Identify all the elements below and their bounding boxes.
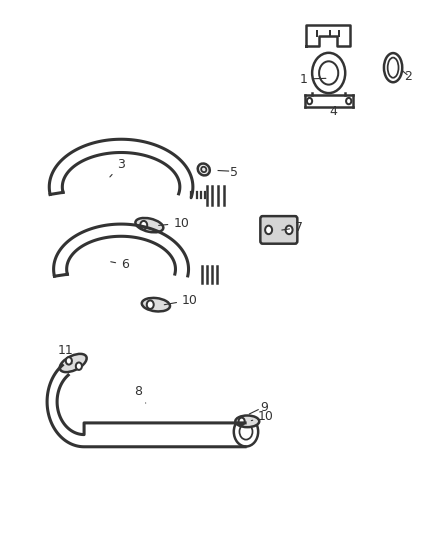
Text: 3: 3 [110, 158, 124, 177]
Text: 10: 10 [251, 410, 274, 423]
Circle shape [140, 221, 147, 229]
Circle shape [239, 418, 245, 425]
Circle shape [66, 357, 72, 365]
Text: 4: 4 [329, 104, 337, 118]
Ellipse shape [135, 218, 163, 232]
Text: 2: 2 [404, 70, 412, 83]
Circle shape [265, 225, 272, 234]
FancyBboxPatch shape [260, 216, 297, 244]
Text: 7: 7 [282, 221, 303, 234]
Text: 10: 10 [164, 294, 198, 306]
Text: 9: 9 [260, 401, 268, 414]
Ellipse shape [142, 298, 170, 311]
Text: 10: 10 [159, 217, 189, 230]
Text: 6: 6 [111, 258, 129, 271]
Text: 5: 5 [230, 166, 238, 179]
Ellipse shape [198, 164, 210, 175]
Text: 11: 11 [58, 344, 74, 364]
Text: 8: 8 [134, 385, 146, 403]
Ellipse shape [235, 416, 259, 427]
Circle shape [286, 225, 293, 234]
Ellipse shape [60, 354, 87, 372]
Circle shape [76, 362, 82, 370]
Text: 1: 1 [300, 72, 326, 85]
Circle shape [147, 301, 154, 309]
